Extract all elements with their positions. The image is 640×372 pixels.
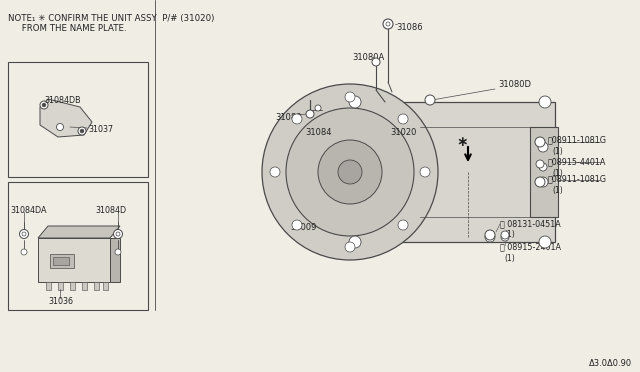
Text: ⓝ08911-1081G: ⓝ08911-1081G [548, 174, 607, 183]
Circle shape [338, 160, 362, 184]
Text: (1): (1) [504, 253, 515, 263]
Circle shape [19, 230, 29, 238]
Text: 31009: 31009 [290, 222, 316, 231]
Circle shape [539, 96, 551, 108]
Circle shape [420, 167, 430, 177]
Polygon shape [345, 102, 555, 242]
Circle shape [22, 232, 26, 236]
Bar [8, 62, 148, 177]
Text: 31084DB: 31084DB [44, 96, 81, 105]
Text: ∗: ∗ [456, 135, 468, 149]
Circle shape [383, 19, 393, 29]
Circle shape [485, 232, 495, 242]
Bar [58, 282, 63, 290]
Circle shape [80, 129, 84, 133]
Circle shape [292, 220, 302, 230]
Circle shape [345, 92, 355, 102]
Polygon shape [38, 226, 120, 238]
Text: 31080D: 31080D [498, 80, 531, 89]
Circle shape [501, 233, 509, 241]
Text: (1): (1) [504, 230, 515, 238]
Bar [103, 282, 108, 290]
Text: 31086: 31086 [396, 22, 422, 32]
Polygon shape [38, 238, 110, 282]
Circle shape [40, 101, 48, 109]
Text: FROM THE NAME PLATE.: FROM THE NAME PLATE. [8, 24, 127, 33]
Bar [70, 282, 75, 290]
Text: Ⓑ 08131-0451A: Ⓑ 08131-0451A [500, 219, 561, 228]
Text: (1): (1) [552, 186, 563, 195]
Circle shape [535, 137, 545, 147]
Circle shape [116, 232, 120, 236]
Polygon shape [110, 238, 120, 282]
Circle shape [56, 124, 63, 131]
Text: ⓜ08915-4401A: ⓜ08915-4401A [548, 157, 606, 167]
Text: ⓝ08911-1081G: ⓝ08911-1081G [548, 135, 607, 144]
Circle shape [115, 249, 121, 255]
Bar [50, 254, 74, 268]
Circle shape [398, 220, 408, 230]
Text: 31084: 31084 [305, 128, 332, 137]
Circle shape [286, 108, 414, 236]
Circle shape [539, 163, 547, 171]
Circle shape [485, 230, 495, 240]
Bar [82, 282, 87, 290]
Circle shape [501, 231, 509, 239]
Bar [46, 282, 51, 290]
Circle shape [262, 84, 438, 260]
Circle shape [349, 236, 361, 248]
Text: ⓜ 08915-2401A: ⓜ 08915-2401A [500, 243, 561, 251]
Circle shape [315, 105, 321, 111]
Polygon shape [40, 99, 92, 137]
Text: 31036: 31036 [48, 298, 73, 307]
Circle shape [270, 167, 280, 177]
Bar [94, 282, 99, 290]
Circle shape [538, 142, 548, 152]
Text: (1): (1) [552, 147, 563, 155]
Circle shape [78, 127, 86, 135]
Circle shape [425, 95, 435, 105]
Circle shape [372, 58, 380, 66]
Text: NOTE₁ ✳ CONFIRM THE UNIT ASSY  P/# (31020): NOTE₁ ✳ CONFIRM THE UNIT ASSY P/# (31020… [8, 14, 214, 23]
Circle shape [42, 103, 46, 107]
Text: 31080A: 31080A [352, 52, 384, 61]
Circle shape [345, 242, 355, 252]
Polygon shape [530, 127, 558, 217]
Circle shape [21, 249, 27, 255]
Circle shape [318, 140, 382, 204]
Text: (1): (1) [552, 169, 563, 177]
Text: 31084D: 31084D [95, 205, 126, 215]
Circle shape [539, 236, 551, 248]
Bar [8, 182, 148, 310]
Circle shape [292, 114, 302, 124]
Circle shape [386, 22, 390, 26]
Circle shape [306, 110, 314, 118]
Circle shape [398, 114, 408, 124]
Text: Δ3.0Δ0.90: Δ3.0Δ0.90 [589, 359, 632, 368]
Text: 31020: 31020 [390, 128, 417, 137]
Circle shape [535, 177, 545, 187]
Text: 31037: 31037 [88, 125, 113, 134]
Text: 31084DA: 31084DA [10, 205, 47, 215]
Text: 31080: 31080 [275, 112, 301, 122]
Bar [53, 257, 69, 265]
Circle shape [536, 160, 544, 168]
Circle shape [349, 96, 361, 108]
Circle shape [538, 177, 548, 187]
Circle shape [113, 230, 122, 238]
